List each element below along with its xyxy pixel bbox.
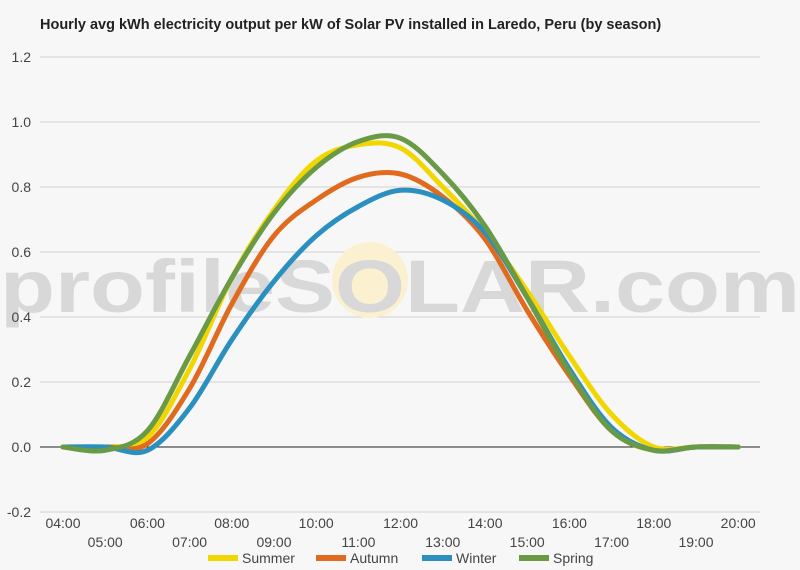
- y-tick-label: 0.2: [12, 374, 32, 390]
- y-tick-label: 1.2: [12, 49, 32, 65]
- x-tick-label: 14:00: [467, 515, 502, 531]
- x-tick-label: 05:00: [88, 534, 123, 550]
- x-tick-label: 10:00: [299, 515, 334, 531]
- y-tick-label: 0.8: [12, 179, 32, 195]
- series-layer: [60, 133, 741, 456]
- y-tick-label: 1.0: [12, 114, 32, 130]
- series-line-summer: [60, 140, 741, 452]
- legend: Summer Autumn Winter Spring: [208, 550, 593, 566]
- watermark: profile SOLAR .com: [0, 242, 800, 328]
- x-tick-label: 18:00: [636, 515, 671, 531]
- y-tick-label: -0.2: [7, 504, 31, 520]
- x-tick-label: 07:00: [172, 534, 207, 550]
- x-axis: 04:00 05:00 06:00 07:00 08:00 09:00 10:00 11:00…: [45, 515, 755, 550]
- x-tick-label: 11:00: [341, 534, 375, 550]
- y-axis: -0.2 0.0 0.2 0.4 0.6 0.8 1.0 1.2: [7, 49, 31, 520]
- x-tick-label: 09:00: [256, 534, 291, 550]
- chart-title: Hourly avg kWh electricity output per kW…: [40, 17, 662, 33]
- y-tick-label: 0.6: [12, 244, 32, 260]
- x-tick-label: 19:00: [678, 534, 713, 550]
- x-tick-label: 12:00: [383, 515, 418, 531]
- watermark-sun-icon: [332, 242, 408, 318]
- x-tick-label: 06:00: [130, 515, 165, 531]
- grid-layer: [40, 56, 760, 513]
- x-tick-label: 16:00: [552, 515, 587, 531]
- x-tick-label: 08:00: [214, 515, 249, 531]
- y-tick-label: 0.4: [12, 309, 32, 325]
- x-tick-label: 17:00: [594, 534, 629, 550]
- watermark-text: profile SOLAR .com: [0, 245, 800, 328]
- legend-label-winter: Winter: [456, 550, 497, 566]
- watermark-left: profile: [0, 245, 275, 328]
- y-tick-label: 0.0: [12, 439, 32, 455]
- x-tick-label: 15:00: [510, 534, 545, 550]
- x-tick-label: 13:00: [425, 534, 460, 550]
- series-line-spring: [60, 133, 741, 454]
- legend-label-spring: Spring: [553, 550, 593, 566]
- x-tick-label: 20:00: [721, 515, 756, 531]
- legend-label-summer: Summer: [242, 550, 295, 566]
- watermark-right: .com: [590, 245, 800, 328]
- x-tick-label: 04:00: [45, 515, 80, 531]
- legend-label-autumn: Autumn: [350, 550, 398, 566]
